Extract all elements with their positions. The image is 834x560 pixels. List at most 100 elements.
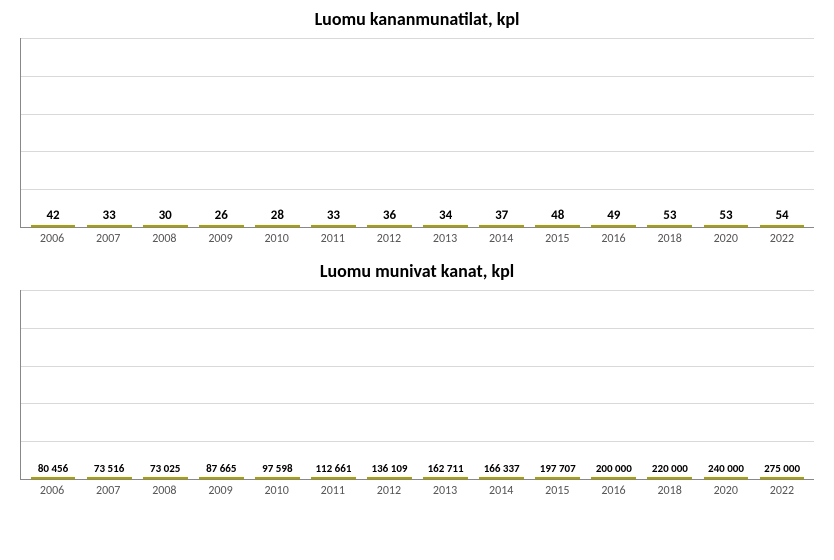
hens-x-label: 2013 — [417, 484, 473, 498]
hens-bar — [760, 477, 805, 479]
hens-x-label: 2008 — [136, 484, 192, 498]
farms-bar-slot: 36 — [361, 208, 417, 227]
farms-bar-slot: 54 — [754, 208, 810, 227]
farms-bar — [31, 225, 76, 227]
farms-bar — [647, 225, 692, 227]
hens-bar-slot: 112 661 — [305, 462, 361, 479]
farms-bar-label: 54 — [775, 208, 788, 223]
hens-x-label: 2014 — [473, 484, 529, 498]
hens-bar — [143, 477, 188, 479]
hens-bar — [591, 477, 636, 479]
hens-x-axis: 2006200720082009201020112012201320142015… — [20, 484, 814, 498]
hens-gridlines — [21, 290, 814, 479]
hens-bar-slot: 166 337 — [474, 462, 530, 479]
farms-bar-slot: 26 — [193, 208, 249, 227]
hens-x-label: 2012 — [361, 484, 417, 498]
hens-bar — [311, 477, 356, 479]
farms-bar-slot: 48 — [530, 208, 586, 227]
farms-x-label: 2015 — [529, 232, 585, 246]
farms-bar — [704, 225, 749, 227]
farms-bar-slot: 30 — [137, 208, 193, 227]
hens-bar-label: 73 025 — [150, 462, 180, 475]
hens-bar-label: 166 337 — [484, 462, 520, 475]
hens-bar-label: 73 516 — [94, 462, 124, 475]
farms-bar — [479, 225, 524, 227]
farms-bar-slot: 42 — [25, 208, 81, 227]
farms-bar — [591, 225, 636, 227]
farms-x-label: 2012 — [361, 232, 417, 246]
farms-bar — [535, 225, 580, 227]
farms-bar — [255, 225, 300, 227]
hens-bar-label: 87 665 — [206, 462, 236, 475]
farms-x-label: 2009 — [192, 232, 248, 246]
hens-bar — [423, 477, 468, 479]
hens-chart-title: Luomu munivat kanat, kpl — [20, 260, 814, 282]
farms-bar-label: 53 — [663, 208, 676, 223]
hens-bar-label: 162 711 — [428, 462, 464, 475]
farms-bar-label: 28 — [271, 208, 284, 223]
hens-x-label: 2018 — [642, 484, 698, 498]
farms-x-label: 2016 — [585, 232, 641, 246]
hens-plot-area: 80 456 73 516 73 025 87 665 97 598 112 661 136… — [20, 290, 814, 480]
farms-bar-label: 33 — [327, 208, 340, 223]
hens-bar-label: 240 000 — [708, 462, 744, 475]
hens-x-label: 2016 — [585, 484, 641, 498]
hens-bar-label: 275 000 — [764, 462, 800, 475]
farms-bar-label: 34 — [439, 208, 452, 223]
hens-bar-slot: 87 665 — [193, 462, 249, 479]
hens-bar — [647, 477, 692, 479]
hens-bar-label: 80 456 — [38, 462, 68, 475]
farms-x-label: 2010 — [249, 232, 305, 246]
hens-bar — [87, 477, 132, 479]
hens-bar-slot: 136 109 — [361, 462, 417, 479]
hens-bar-label: 197 707 — [540, 462, 576, 475]
hens-bar-label: 200 000 — [596, 462, 632, 475]
farms-bar-slot: 49 — [586, 208, 642, 227]
farms-bar-label: 37 — [495, 208, 508, 223]
farms-bar — [311, 225, 356, 227]
hens-bar-slot: 220 000 — [642, 462, 698, 479]
hens-bar-slot: 73 025 — [137, 462, 193, 479]
hens-bar — [704, 477, 749, 479]
farms-bar — [423, 225, 468, 227]
hens-x-label: 2011 — [305, 484, 361, 498]
hens-bar-label: 112 661 — [315, 462, 351, 475]
farms-bar-slot: 28 — [249, 208, 305, 227]
farms-x-axis: 2006200720082009201020112012201320142015… — [20, 232, 814, 246]
hens-bar-slot: 197 707 — [530, 462, 586, 479]
hens-x-label: 2015 — [529, 484, 585, 498]
farms-bar-slot: 33 — [305, 208, 361, 227]
farms-bar-slot: 37 — [474, 208, 530, 227]
farms-x-label: 2018 — [642, 232, 698, 246]
hens-bar-slot: 275 000 — [754, 462, 810, 479]
farms-gridlines — [21, 38, 814, 227]
farms-bar-label: 33 — [103, 208, 116, 223]
hens-bar — [31, 477, 76, 479]
farms-bar-label: 53 — [719, 208, 732, 223]
farms-bar-label: 48 — [551, 208, 564, 223]
farms-bar — [143, 225, 188, 227]
farms-bar-label: 49 — [607, 208, 620, 223]
hens-bar-slot: 80 456 — [25, 462, 81, 479]
farms-bar-slot: 53 — [698, 208, 754, 227]
hens-bar-slot: 73 516 — [81, 462, 137, 479]
farms-bar — [367, 225, 412, 227]
farms-bar — [87, 225, 132, 227]
hens-bar — [255, 477, 300, 479]
hens-x-label: 2022 — [754, 484, 810, 498]
farms-x-label: 2008 — [136, 232, 192, 246]
farms-bar-slot: 34 — [418, 208, 474, 227]
hens-bar — [535, 477, 580, 479]
hens-bar — [367, 477, 412, 479]
farms-x-label: 2014 — [473, 232, 529, 246]
farms-chart: Luomu kananmunatilat, kpl 42333026283336… — [20, 8, 814, 246]
farms-x-label: 2007 — [80, 232, 136, 246]
farms-plot-area: 42 33 30 26 28 33 36 34 37 48 49 53 53 54 — [20, 38, 814, 228]
farms-bar-label: 30 — [159, 208, 172, 223]
hens-bar-label: 97 598 — [262, 462, 292, 475]
hens-bar-slot: 162 711 — [418, 462, 474, 479]
hens-bar-slot: 240 000 — [698, 462, 754, 479]
hens-bar — [479, 477, 524, 479]
hens-bar-label: 136 109 — [372, 462, 408, 475]
hens-bar-label: 220 000 — [652, 462, 688, 475]
